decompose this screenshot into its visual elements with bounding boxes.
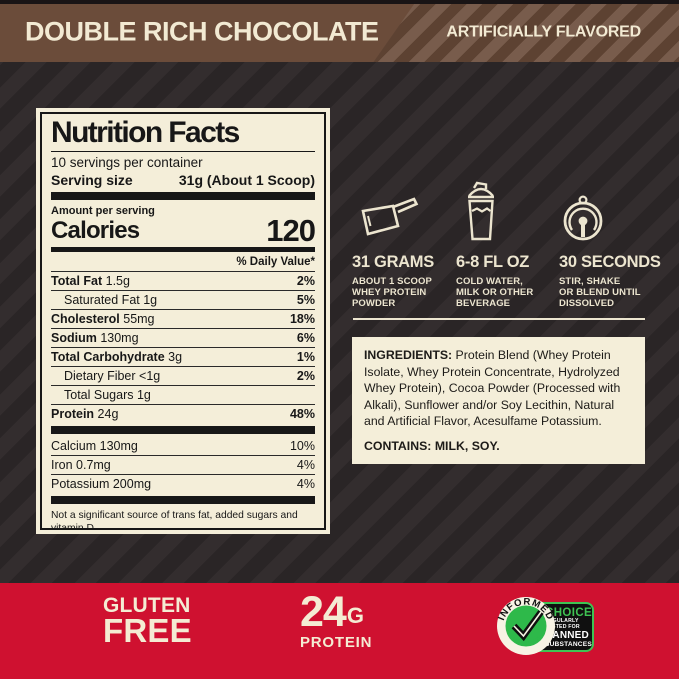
protein-amount: 24 — [300, 588, 347, 636]
nutrient-name: Total Sugars — [64, 387, 134, 402]
nutrient-amount: 130mg — [96, 438, 138, 453]
nutrient-name: Calcium — [51, 438, 97, 453]
nutrient-row: Total Carbohydrate 3g 1% — [51, 347, 315, 366]
ingredients-text: INGREDIENTS: Protein Blend (Whey Protein… — [364, 348, 621, 428]
nutrient-amount: 1g — [139, 292, 158, 307]
nutrient-amount: 1.5g — [102, 273, 130, 288]
nutrition-facts-title: Nutrition Facts — [51, 116, 315, 152]
calories-label: Calories — [51, 217, 140, 244]
nutrient-row: Total Fat 1.5g 2% — [51, 271, 315, 290]
direction-detail: STIR, SHAKE OR BLEND UNTIL DISSOLVED — [559, 276, 641, 309]
nutrient-name: Saturated Fat — [64, 292, 140, 307]
flavor-note: ARTIFICIALLY FLAVORED — [446, 23, 641, 41]
flavor-bar: DOUBLE RICH CHOCOLATE ARTIFICIALLY FLAVO… — [0, 4, 679, 62]
nutrient-amount: 0.7mg — [72, 457, 111, 472]
contains-note: CONTAINS: MILK, SOY. — [364, 438, 500, 453]
thick-divider — [51, 496, 315, 504]
directions: 31 GRAMS ABOUT 1 SCOOP WHEY PROTEIN POWD… — [352, 178, 661, 309]
top-edge-strip — [0, 0, 679, 4]
nutrient-row: Protein 24g 48% — [51, 404, 315, 423]
nutrient-amount: 55mg — [119, 311, 155, 326]
nutrient-daily-value: 18% — [289, 311, 315, 326]
direction-detail: ABOUT 1 SCOOP WHEY PROTEIN POWDER — [352, 276, 432, 309]
protein-claim: 24 G PROTEIN — [300, 588, 384, 652]
nutrient-name: Protein — [51, 406, 95, 421]
nutrient-row: Dietary Fiber <1g 2% — [51, 366, 315, 385]
thick-divider — [51, 426, 315, 434]
nutrient-row: Calcium 130mg 10% — [51, 437, 315, 455]
nutrition-facts-panel: Nutrition Facts 10 servings per containe… — [36, 108, 330, 534]
nutrient-daily-value: 4% — [296, 457, 315, 472]
flavor-bar-stripes — [373, 4, 679, 62]
direction-heading: 31 GRAMS — [352, 253, 434, 271]
serving-size-value: 31g (About 1 Scoop) — [178, 172, 315, 188]
direction-heading: 30 SECONDS — [559, 253, 661, 271]
claims-bar: GLUTEN FREE 24 G PROTEIN CHOICE REGULARL… — [0, 583, 679, 679]
nutrient-amount: <1g — [135, 368, 161, 383]
ingredients-box: INGREDIENTS: Protein Blend (Whey Protein… — [352, 337, 645, 464]
not-significant-note: Not a significant source of trans fat, a… — [51, 507, 315, 528]
nutrient-name: Potassium — [51, 476, 110, 491]
nutrient-row: Potassium 200mg 4% — [51, 474, 315, 493]
nutrient-daily-value: 5% — [296, 292, 315, 307]
nutrient-name: Iron — [51, 457, 73, 472]
nutrient-row: Sodium 130mg 6% — [51, 328, 315, 347]
calories-value: 120 — [266, 213, 316, 248]
nutrient-daily-value: 2% — [296, 368, 315, 383]
daily-value-header: % Daily Value* — [236, 256, 315, 268]
nutrient-row: Cholesterol 55mg 18% — [51, 309, 315, 328]
direction-time: 30 SECONDS STIR, SHAKE OR BLEND UNTIL DI… — [559, 178, 661, 309]
nutrient-rows: Total Fat 1.5g 2% Saturated Fat 1g 5% Ch… — [51, 271, 315, 423]
separator-line — [353, 318, 645, 320]
badge-checkmark-circle: INFORMED WE TEST · YOU TRUST — [496, 597, 555, 655]
gluten-free-claim: GLUTEN FREE — [103, 594, 192, 649]
nutrient-daily-value: 6% — [296, 330, 315, 345]
nutrient-row: Saturated Fat 1g 5% — [51, 290, 315, 309]
nutrient-amount: 24g — [94, 406, 119, 421]
protein-label: PROTEIN — [300, 634, 373, 651]
stopwatch-icon — [559, 178, 648, 242]
nutrient-daily-value: 48% — [289, 406, 315, 421]
calories-row: Calories 120 — [51, 213, 316, 248]
nutrient-daily-value: 1% — [296, 349, 315, 364]
informed-choice-badge: CHOICE REGULARLY TESTED FOR BANNED SUBST… — [496, 596, 594, 656]
direction-scoop: 31 GRAMS ABOUT 1 SCOOP WHEY PROTEIN POWD… — [352, 178, 456, 309]
nutrient-name: Total Fat — [51, 273, 103, 288]
amount-per-serving-label: Amount per serving — [51, 205, 155, 217]
nutrient-amount: 200mg — [109, 476, 152, 491]
scoop-icon — [352, 178, 456, 242]
nutrient-amount: 1g — [133, 387, 151, 402]
nutrient-amount: 130mg — [96, 330, 139, 345]
medium-divider — [51, 247, 315, 252]
direction-liquid: 6-8 FL OZ COLD WATER, MILK OR OTHER BEVE… — [456, 178, 559, 309]
nutrient-row: Total Sugars 1g — [51, 385, 315, 404]
ingredients-label: INGREDIENTS: — [364, 348, 453, 362]
mineral-rows: Calcium 130mg 10% Iron 0.7mg 4% Potassiu… — [51, 437, 315, 493]
nutrient-name: Cholesterol — [51, 311, 120, 326]
nutrient-daily-value: 2% — [296, 273, 315, 288]
nutrient-daily-value: 10% — [289, 438, 315, 453]
thick-divider — [51, 192, 315, 200]
flavor-title: DOUBLE RICH CHOCOLATE — [25, 16, 379, 47]
nutrient-amount: 3g — [164, 349, 183, 364]
direction-heading: 6-8 FL OZ — [456, 253, 530, 271]
serving-size-row: Serving size 31g (About 1 Scoop) — [51, 171, 315, 189]
serving-size-label: Serving size — [51, 172, 133, 188]
protein-unit: G — [346, 603, 364, 628]
badge-title: CHOICE — [545, 607, 593, 619]
direction-detail: COLD WATER, MILK OR OTHER BEVERAGE — [456, 276, 534, 309]
nutrient-name: Dietary Fiber — [64, 368, 136, 383]
nutrient-daily-value: 4% — [296, 476, 315, 491]
shaker-icon — [456, 178, 559, 242]
nutrient-name: Total Carbohydrate — [51, 349, 165, 364]
nutrient-name: Sodium — [51, 330, 97, 345]
servings-per-container: 10 servings per container — [51, 155, 203, 170]
nutrient-row: Iron 0.7mg 4% — [51, 455, 315, 474]
